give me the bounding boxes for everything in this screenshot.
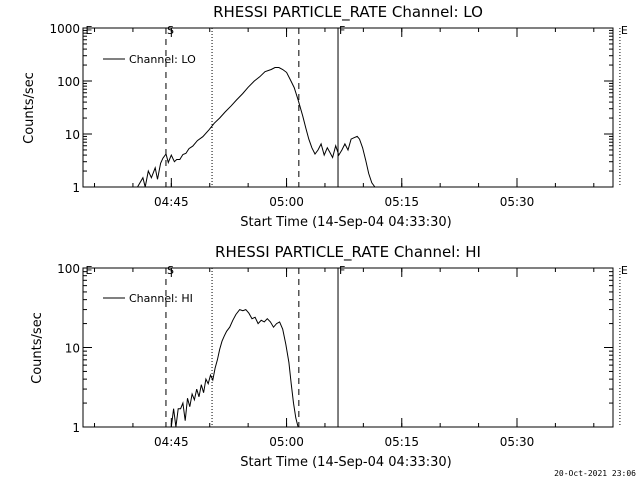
x-tick-label: 05:30 [500,435,535,449]
x-tick-label: 05:00 [269,435,304,449]
generation-timestamp: 20-Oct-2021 23:06 [554,469,636,478]
y-tick-label: 100 [57,262,80,276]
event-marker-label: F [339,24,345,37]
plot-frame [82,27,614,188]
event-marker-label: F [339,264,345,277]
y-tick-label: 1 [72,181,80,195]
x-tick-label: 05:15 [384,435,419,449]
legend-label: Channel: HI [129,292,193,305]
y-tick-label: 1000 [49,22,80,36]
series-line [170,309,299,428]
event-marker-label: S [167,24,174,37]
x-axis-label: Start Time (14-Sep-04 04:33:30) [240,455,451,470]
event-marker-label: E [621,264,628,277]
event-marker-label: S [167,264,174,277]
y-tick-label: 1 [72,421,80,435]
chart-title: RHESSI PARTICLE_RATE Channel: HI [215,243,481,262]
x-tick-label: 04:45 [154,195,189,209]
lo-channel-panel: RHESSI PARTICLE_RATE Channel: LO Start T… [22,3,628,230]
y-axis-label: Counts/sec [30,312,45,384]
legend-label: Channel: LO [129,53,196,66]
x-tick-label: 05:15 [384,195,419,209]
x-axis-label: Start Time (14-Sep-04 04:33:30) [240,215,451,230]
y-tick-label: 100 [57,75,80,89]
y-axis-label: Counts/sec [22,72,37,144]
chart-title: RHESSI PARTICLE_RATE Channel: LO [213,3,483,22]
y-tick-label: 10 [65,128,80,142]
x-tick-label: 04:45 [154,435,189,449]
x-tick-label: 05:00 [269,195,304,209]
hi-channel-panel: RHESSI PARTICLE_RATE Channel: HI Start T… [30,243,628,470]
event-marker-label: E [621,24,628,37]
y-tick-label: 10 [65,342,80,356]
series-line [137,67,381,188]
x-tick-label: 05:30 [500,195,535,209]
event-marker-label: E [86,264,93,277]
event-marker-label: E [86,24,93,37]
